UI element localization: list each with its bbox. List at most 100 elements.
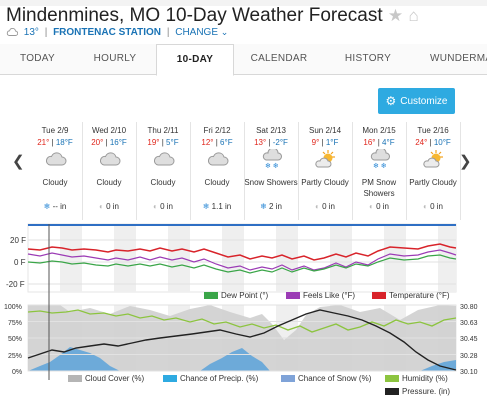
cloud-icon — [6, 28, 19, 36]
tab-10-day[interactable]: 10-DAY — [156, 44, 234, 76]
legend-swatch — [385, 388, 399, 395]
high-temp: 24° — [415, 138, 428, 147]
home-icon[interactable]: ⌂ — [408, 6, 419, 25]
forecast-date: Fri 2/12 — [203, 126, 231, 135]
hi-lo-temp: 12° | 6°F — [201, 138, 233, 147]
y-tick: 20 F — [10, 236, 26, 245]
night-band — [438, 226, 456, 292]
low-temp: -2°F — [272, 138, 288, 147]
legend-swatch — [68, 375, 82, 382]
y-tick: 100% — [4, 304, 22, 311]
condition-label: PM Snow Showers — [361, 178, 397, 198]
legend-label: Cloud Cover (%) — [85, 374, 145, 383]
legend-swatch — [204, 292, 218, 299]
snow-cloud-icon: ❄ ❄ — [261, 147, 283, 170]
legend-chance-of-snow[interactable]: Chance of Snow (%) — [281, 374, 371, 383]
chance-of-precip-area — [200, 348, 456, 371]
moon-icon: ◐ — [423, 202, 428, 211]
y-tick-right: 30.80 — [460, 304, 478, 311]
legend-dew-point[interactable]: Dew Point (°) — [204, 291, 268, 300]
precip-amount: ❄ 1.1 in — [190, 202, 244, 211]
humidity-line — [27, 309, 457, 333]
legend-label: Chance of Precip. (%) — [180, 374, 259, 383]
forecast-day[interactable]: Mon 2/15 16° | 4°F ❄ ❄ PM Snow Showers ◐ 0 i… — [352, 122, 407, 220]
forecast-day[interactable]: Fri 2/12 12° | 6°F Cloudy ❄ 1.1 in — [190, 122, 245, 220]
forecast-date: Wed 2/10 — [91, 126, 127, 135]
precip-amount: ◐ 0 in — [298, 202, 352, 211]
precip-amount: ◐ 0 in — [82, 202, 136, 211]
precip-amount: ◐ 0 in — [406, 202, 460, 211]
condition-label: Partly Cloudy — [409, 178, 457, 187]
moon-icon: ◐ — [315, 202, 320, 211]
cloud-icon — [45, 149, 67, 169]
forecast-date: Tue 2/16 — [417, 126, 449, 135]
precip-amount: ❄ 2 in — [244, 202, 298, 211]
tab-bar: TODAY HOURLY 10-DAY CALENDAR HISTORY WUN… — [0, 44, 487, 76]
dew-point-line — [27, 254, 457, 274]
night-band — [222, 226, 244, 292]
station-bar: 13° | FRONTENAC STATION | CHANGE ⌄ — [6, 27, 228, 38]
tab-calendar[interactable]: CALENDAR — [250, 53, 308, 64]
night-band — [60, 226, 82, 292]
legend-label: Feels Like (°F) — [303, 291, 356, 300]
station-name[interactable]: FRONTENAC STATION — [53, 27, 162, 38]
legend-swatch — [385, 375, 399, 382]
customize-button[interactable]: ⚙ Customize — [378, 88, 455, 114]
legend-label: Humidity (%) — [402, 374, 448, 383]
legend-label: Chance of Snow (%) — [298, 374, 372, 383]
legend-pressure[interactable]: Pressure. (in) — [385, 387, 450, 396]
tab-hourly[interactable]: HOURLY — [93, 53, 137, 64]
legend-cloud-cover[interactable]: Cloud Cover (%) — [68, 374, 144, 383]
moon-icon: ◐ — [369, 202, 374, 211]
partly-cloudy-icon — [315, 149, 337, 169]
tab-wundermap[interactable]: WUNDERMAP — [430, 53, 487, 64]
low-temp: 10°F — [433, 138, 451, 147]
divider: | — [44, 27, 48, 38]
snowflake-icon: ❄ — [202, 202, 210, 211]
page-title-text: Mindenmines, MO 10-Day Weather Forecast — [6, 5, 383, 26]
hi-lo-temp: 13° | -2°F — [254, 138, 288, 147]
forecast-day[interactable]: Sun 2/14 9° | 1°F Partly Cloudy ◐ 0 in — [298, 122, 353, 220]
precip-value: 0 in — [160, 202, 173, 211]
forecast-day[interactable]: Wed 2/10 20° | 16°F Cloudy ◐ 0 in — [82, 122, 137, 220]
tab-history[interactable]: HISTORY — [344, 53, 392, 64]
hi-lo-temp: 21° | 18°F — [37, 138, 73, 147]
partly-cloudy-icon — [423, 149, 445, 169]
prev-arrow-icon[interactable]: ❮ — [12, 153, 25, 170]
chevron-down-icon[interactable]: ⌄ — [220, 27, 229, 37]
snow-cloud-icon: ❄ ❄ — [369, 147, 391, 170]
precip-value: 0 in — [430, 202, 443, 211]
forecast-day[interactable]: Thu 2/11 19° | 5°F Cloudy ◐ 0 in — [136, 122, 191, 220]
cloud-icon — [207, 149, 229, 169]
hi-lo-temp: 9° | 1°F — [311, 138, 339, 147]
legend-feels-like[interactable]: Feels Like (°F) — [286, 291, 355, 300]
high-temp: 19° — [147, 138, 160, 147]
low-temp: 5°F — [166, 138, 179, 147]
legend-label: Pressure. (in) — [402, 387, 451, 396]
high-temp: 12° — [201, 138, 214, 147]
condition-label: Cloudy — [96, 178, 122, 187]
star-icon[interactable]: ★ — [387, 6, 404, 25]
precip-amount: ◐ 0 in — [136, 202, 190, 211]
forecast-date: Mon 2/15 — [362, 126, 396, 135]
forecast-day[interactable]: Sat 2/13 13° | -2°F ❄ ❄ Snow Showers ❄ 2 in — [244, 122, 299, 220]
pressure-line — [27, 309, 457, 371]
moon-icon: ◐ — [99, 202, 104, 211]
precip-value: 1.1 in — [211, 202, 232, 211]
y-tick: 0 F — [14, 258, 26, 267]
page-title: Mindenmines, MO 10-Day Weather Forecast … — [6, 5, 419, 27]
snowflake-icon: ❄ — [43, 202, 51, 211]
legend-humidity[interactable]: Humidity (%) — [385, 374, 448, 383]
forecast-date: Sat 2/13 — [256, 126, 286, 135]
legend-label: Dew Point (°) — [221, 291, 269, 300]
forecast-day[interactable]: Tue 2/9 21° | 18°F Cloudy ❄ -- in — [28, 122, 83, 220]
legend-chance-of-precip[interactable]: Chance of Precip. (%) — [163, 374, 258, 383]
tab-today[interactable]: TODAY — [19, 53, 56, 64]
customize-label: Customize — [400, 96, 448, 107]
change-station-link[interactable]: CHANGE — [175, 27, 219, 38]
next-arrow-icon[interactable]: ❯ — [459, 153, 472, 170]
legend-temperature[interactable]: Temperature (°F) — [372, 291, 450, 300]
y-tick: -20 F — [6, 280, 25, 289]
forecast-day[interactable]: Tue 2/16 24° | 10°F Partly Cloudy ◐ 0 in — [406, 122, 461, 220]
temperature-chart: 20 F 0 F -20 F — [0, 220, 487, 300]
